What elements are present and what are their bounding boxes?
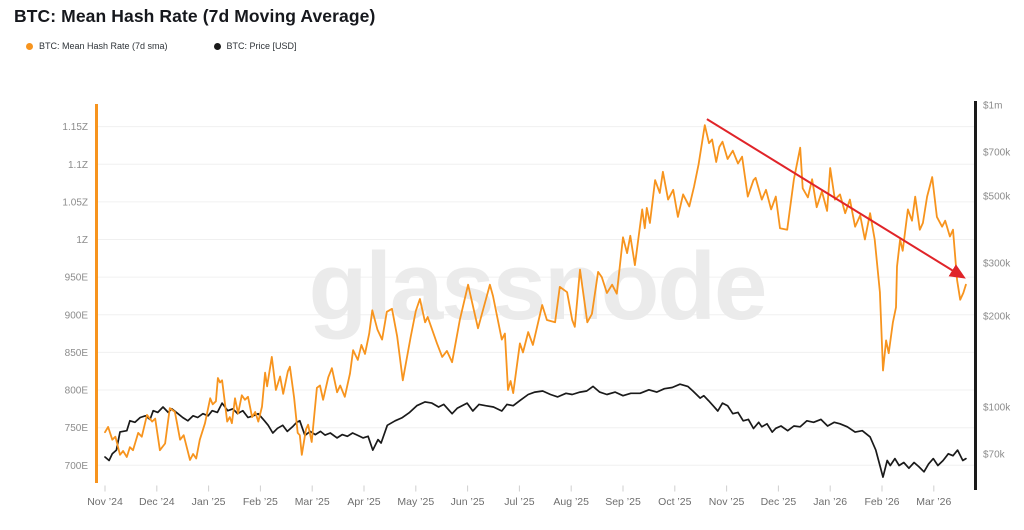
legend-item-price[interactable]: BTC: Price [USD] <box>213 41 297 51</box>
legend-label-price: BTC: Price [USD] <box>226 41 297 51</box>
right-axis-tick-label: $100k <box>983 403 1011 414</box>
x-axis-month-label: Apr ’25 <box>347 496 380 508</box>
x-axis-month-label: Nov ’25 <box>709 496 745 508</box>
x-axis-month-label: Mar ’25 <box>295 496 330 508</box>
x-axis-month-label: Feb ’26 <box>864 496 899 508</box>
x-axis-month-label: Jan ’26 <box>813 496 847 508</box>
chart-title: BTC: Mean Hash Rate (7d Moving Average) <box>14 6 376 26</box>
price-line <box>104 383 967 478</box>
x-axis-month-label: Nov ’24 <box>87 496 123 508</box>
right-axis-tick-label: $70k <box>983 449 1006 460</box>
left-axis-tick-label: 900E <box>65 310 89 321</box>
x-axis-month-label: Sep ’25 <box>605 496 641 508</box>
left-axis-tick-label: 700E <box>65 461 89 472</box>
x-axis-month-label: Mar ’26 <box>916 496 951 508</box>
x-axis-month-label: Aug ’25 <box>553 496 589 508</box>
right-axis-tick-label: $300k <box>983 258 1011 269</box>
left-axis-tick-label: 850E <box>65 348 89 359</box>
price-legend-dot-icon <box>213 42 221 50</box>
left-axis-tick-label: 800E <box>65 386 89 397</box>
x-axis-month-label: Jan ’25 <box>192 496 226 508</box>
left-axis-tick-label: 1.15Z <box>62 122 88 133</box>
right-axis-tick-label: $1m <box>983 101 1002 112</box>
x-axis-month-label: Jun ’25 <box>451 496 485 508</box>
right-axis-tick-label: $200k <box>983 312 1011 323</box>
legend-item-hash-rate[interactable]: BTC: Mean Hash Rate (7d sma) <box>26 41 168 51</box>
x-axis-month-label: Dec ’25 <box>761 496 797 508</box>
legend-label-hash-rate: BTC: Mean Hash Rate (7d sma) <box>39 41 168 51</box>
x-axis-month-label: Jul ’25 <box>504 496 535 508</box>
left-axis-tick-label: 950E <box>65 273 89 284</box>
downtrend-arrow <box>706 118 966 279</box>
x-axis-month-label: May ’25 <box>397 496 434 508</box>
left-axis-tick-label: 750E <box>65 423 89 434</box>
left-axis-tick-label: 1.1Z <box>68 160 88 171</box>
left-axis-tick-label: 1.05Z <box>62 197 88 208</box>
right-axis-tick-label: $500k <box>983 191 1011 202</box>
hash-rate-legend-dot-icon <box>26 42 33 50</box>
right-axis-tick-label: $700k <box>983 147 1011 158</box>
x-axis-month-label: Dec ’24 <box>139 496 175 508</box>
left-axis-tick-label: 1Z <box>76 235 88 246</box>
x-axis-month-label: Oct ’25 <box>658 496 691 508</box>
x-axis-month-label: Feb ’25 <box>243 496 278 508</box>
chart-legend: BTC: Mean Hash Rate (7d sma) BTC: Price … <box>26 41 297 51</box>
